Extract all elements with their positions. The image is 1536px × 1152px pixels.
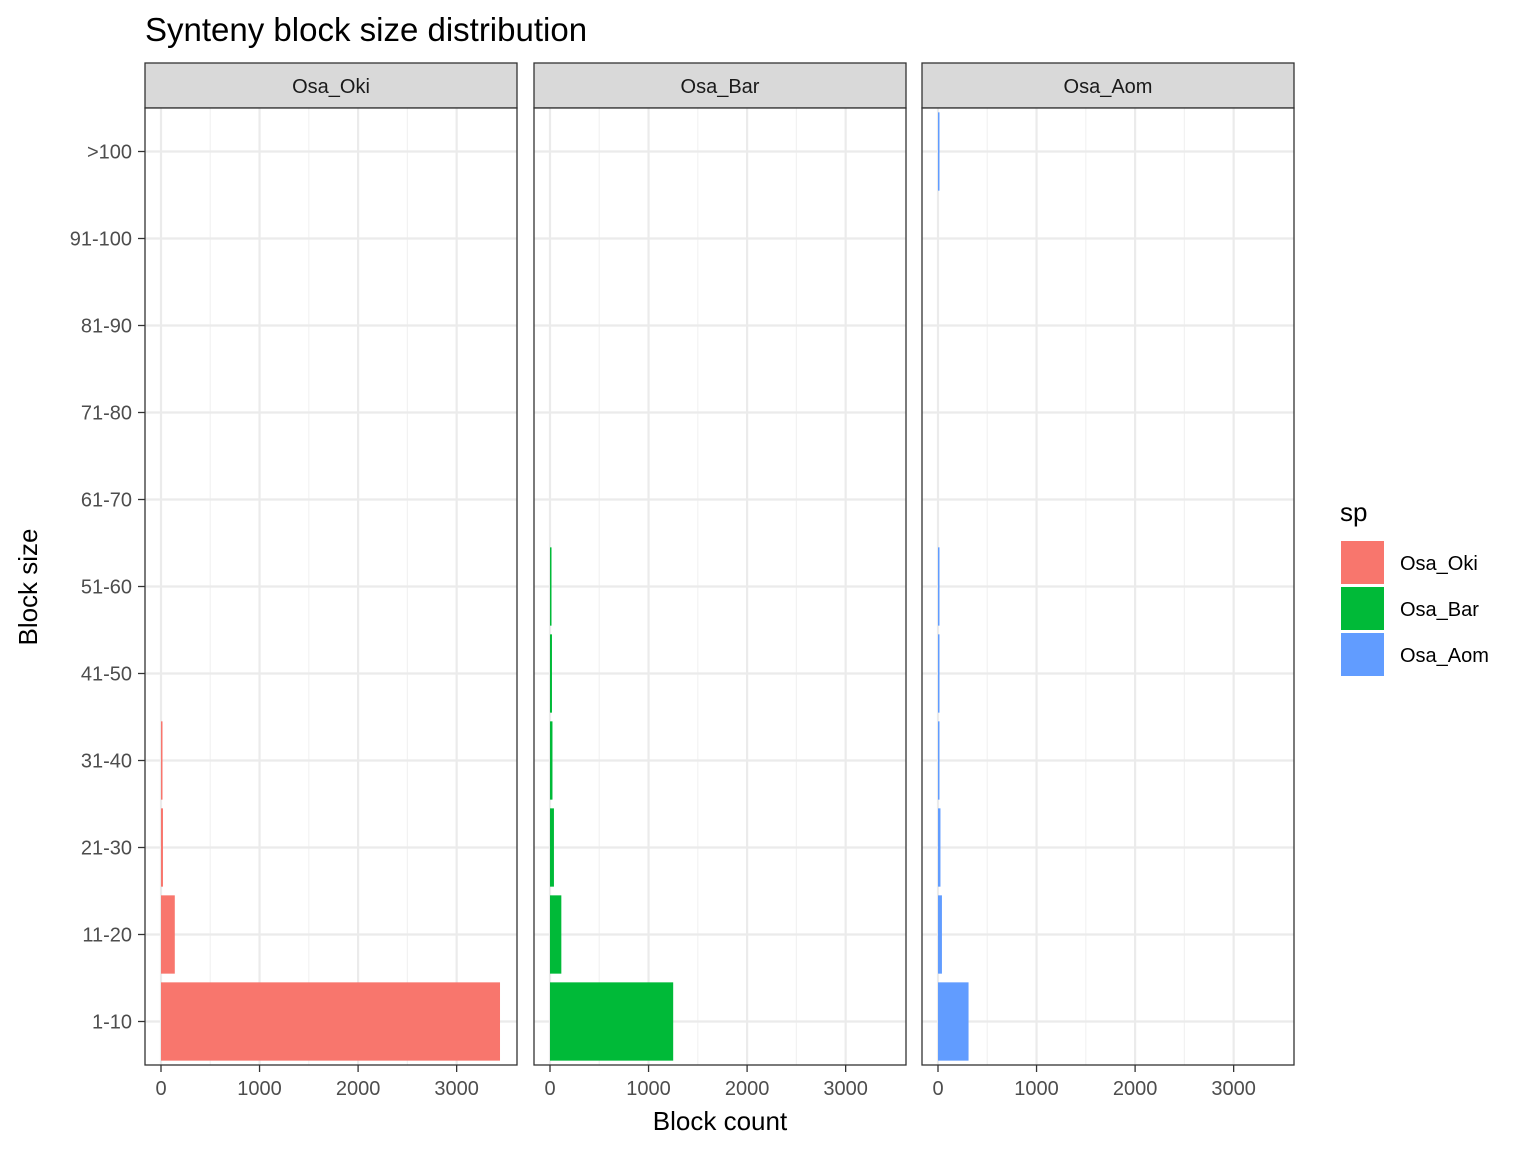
panel-border <box>533 107 907 1066</box>
bar-osa-oki-31-40 <box>161 721 163 800</box>
x-axis-title: Block count <box>653 1106 788 1136</box>
bar-osa-oki-1-10 <box>161 982 501 1061</box>
legend: sp Osa_Oki Osa_Bar Osa_Aom <box>1340 497 1489 676</box>
y-tick-label: 91-100 <box>70 229 132 251</box>
strip-label: Osa_Bar <box>681 76 760 98</box>
legend-label-osa-bar: Osa_Bar <box>1400 599 1479 621</box>
legend-label-osa-oki: Osa_Oki <box>1400 553 1478 575</box>
bar-osa-aom-11-20 <box>938 895 942 974</box>
bar-osa-aom-100 <box>938 112 940 191</box>
x-tick-label: 3000 <box>1211 1078 1256 1100</box>
bar-osa-aom-41-50 <box>938 634 940 713</box>
x-tick-label: 3000 <box>823 1078 868 1100</box>
bar-osa-bar-11-20 <box>550 895 562 974</box>
x-tick-label: 3000 <box>434 1078 479 1100</box>
y-tick-label: 51-60 <box>81 577 132 599</box>
x-tick-label: 0 <box>155 1078 166 1100</box>
y-tick-label: 81-90 <box>81 316 132 338</box>
chart-title: Synteny block size distribution <box>145 11 587 48</box>
x-tick-label: 1000 <box>237 1078 282 1100</box>
bar-osa-aom-51-60 <box>938 547 940 626</box>
bar-osa-bar-1-10 <box>550 982 674 1061</box>
x-tick-label: 1000 <box>626 1078 671 1100</box>
strip-label: Osa_Aom <box>1064 76 1153 98</box>
y-tick-label: 61-70 <box>81 490 132 512</box>
bar-osa-aom-1-10 <box>938 982 969 1061</box>
y-tick-label: 71-80 <box>81 403 132 425</box>
y-tick-label: 11-20 <box>82 925 132 947</box>
facet-panel-osa-bar: Osa_Bar 0 1000 2000 3000 <box>533 62 907 1100</box>
bar-osa-aom-31-40 <box>938 721 940 800</box>
x-tick-label: 2000 <box>725 1078 770 1100</box>
facet-panel-osa-aom: Osa_Aom 0 1000 2000 3000 <box>921 62 1295 1100</box>
y-tick-label: >100 <box>87 142 132 164</box>
y-tick-label: 31-40 <box>81 751 132 773</box>
legend-key-osa-oki <box>1341 541 1384 584</box>
legend-key-osa-aom <box>1341 633 1384 676</box>
legend-key-osa-bar <box>1341 587 1384 630</box>
y-axis-title: Block size <box>13 528 43 645</box>
legend-title: sp <box>1340 497 1367 527</box>
bar-osa-bar-31-40 <box>550 721 553 800</box>
x-tick-label: 2000 <box>1113 1078 1158 1100</box>
facet-panel-osa-oki: Osa_Oki 0 1000 2000 3000 <box>144 62 518 1100</box>
strip-background <box>144 62 518 109</box>
bar-osa-oki-21-30 <box>161 808 163 887</box>
strip-label: Osa_Oki <box>292 76 370 98</box>
bar-osa-aom-21-30 <box>938 808 941 887</box>
strip-background <box>921 62 1295 109</box>
bar-osa-bar-51-60 <box>550 547 552 626</box>
y-axis: 1-10 11-20 21-30 31-40 41-50 51-60 61-70 71-80 8… <box>70 142 145 1034</box>
bar-osa-oki-11-20 <box>161 895 175 974</box>
y-tick-label: 21-30 <box>81 838 132 860</box>
facet-panels: Osa_Oki 0 1000 2000 3000 Osa_Bar 0 1000 2000 3000… <box>144 62 1295 1100</box>
panel-border <box>921 107 1295 1066</box>
x-tick-label: 0 <box>932 1078 943 1100</box>
x-tick-label: 2000 <box>336 1078 381 1100</box>
x-tick-label: 1000 <box>1014 1078 1059 1100</box>
y-tick-label: 1-10 <box>92 1012 132 1034</box>
bar-osa-bar-21-30 <box>550 808 554 887</box>
y-tick-label: 41-50 <box>81 664 132 686</box>
legend-label-osa-aom: Osa_Aom <box>1400 645 1489 667</box>
x-tick-label: 0 <box>544 1078 555 1100</box>
bar-osa-bar-41-50 <box>550 634 552 713</box>
